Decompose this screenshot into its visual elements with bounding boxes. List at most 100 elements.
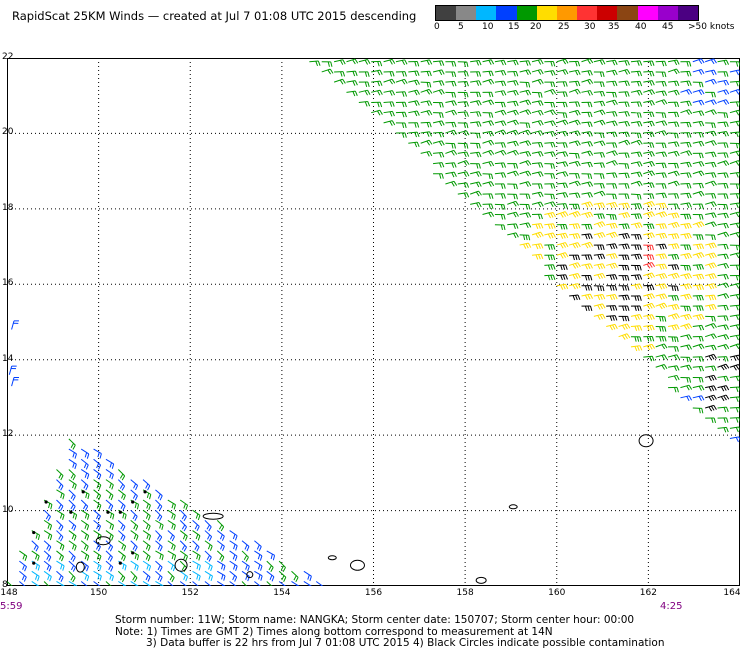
wind-barb bbox=[519, 60, 531, 66]
island-outline bbox=[475, 576, 487, 584]
wind-barb bbox=[717, 89, 730, 96]
contamination-dot bbox=[106, 510, 110, 514]
latitude-label: 12 bbox=[2, 429, 14, 440]
wind-barb bbox=[192, 530, 201, 541]
wind-barb bbox=[130, 540, 138, 552]
wind-barb bbox=[705, 385, 717, 392]
wind-barb bbox=[167, 509, 176, 521]
wind-barb bbox=[556, 211, 569, 218]
wind-barb bbox=[729, 202, 740, 209]
wind-barb bbox=[556, 101, 568, 108]
wind-barb bbox=[655, 315, 667, 322]
wind-barb bbox=[303, 581, 312, 586]
wind-barb bbox=[668, 336, 679, 343]
legend-swatch bbox=[637, 6, 658, 20]
wind-barb bbox=[643, 142, 655, 148]
wind-barb bbox=[68, 448, 77, 459]
latitude-label: 20 bbox=[2, 127, 14, 138]
wind-barb bbox=[717, 112, 729, 118]
wind-barb bbox=[606, 172, 618, 178]
wind-barb bbox=[179, 560, 187, 573]
wind-barb bbox=[618, 152, 630, 158]
wind-barb bbox=[420, 139, 433, 146]
wind-barb bbox=[482, 130, 495, 137]
wind-barb bbox=[705, 172, 717, 178]
wind-barb bbox=[692, 203, 704, 209]
wind-barb bbox=[717, 160, 730, 167]
wind-barb bbox=[705, 180, 717, 187]
contamination-dot bbox=[131, 551, 135, 555]
wind-barb bbox=[630, 70, 643, 77]
wind-barb bbox=[569, 233, 581, 240]
wind-barb bbox=[105, 458, 115, 469]
wind-barb bbox=[630, 336, 642, 342]
wind-barb bbox=[630, 274, 643, 281]
wind-barb bbox=[507, 193, 518, 200]
wind-barb bbox=[470, 151, 482, 158]
wind-barb bbox=[507, 211, 519, 218]
wind-barb bbox=[303, 570, 312, 582]
wind-barb bbox=[31, 540, 39, 552]
legend-swatch bbox=[617, 6, 638, 20]
wind-barb bbox=[692, 284, 705, 291]
wind-barb bbox=[643, 182, 655, 189]
wind-barb bbox=[680, 244, 692, 250]
wind-barb bbox=[229, 581, 237, 586]
wind-barb bbox=[705, 394, 717, 402]
wind-barb bbox=[655, 354, 668, 360]
wind-barb bbox=[80, 448, 90, 459]
wind-barb bbox=[130, 530, 139, 541]
wind-barb bbox=[667, 212, 680, 219]
wind-barb bbox=[705, 69, 717, 76]
wind-barb bbox=[717, 152, 729, 158]
note-line: Note: 1) Times are GMT 2) Times along bo… bbox=[115, 626, 553, 638]
wind-barb bbox=[80, 469, 90, 480]
longitude-label: 154 bbox=[273, 588, 291, 598]
wind-barb bbox=[606, 99, 618, 106]
wind-barb bbox=[729, 343, 740, 350]
wind-barb bbox=[667, 324, 680, 331]
wind-barb bbox=[643, 161, 655, 167]
wind-barb bbox=[593, 232, 606, 239]
wind-barb bbox=[569, 101, 581, 107]
wind-barb bbox=[470, 121, 482, 127]
wind-barb bbox=[68, 530, 77, 541]
wind-barb bbox=[717, 243, 729, 250]
wind-barb bbox=[531, 59, 544, 65]
wind-barb bbox=[333, 78, 346, 85]
wind-barb bbox=[507, 149, 520, 156]
wind-barb bbox=[395, 111, 407, 118]
wind-barb bbox=[643, 343, 656, 351]
wind-barb bbox=[130, 581, 139, 586]
wind-barb bbox=[581, 58, 594, 65]
wind-barb bbox=[470, 111, 482, 117]
wind-barb bbox=[680, 109, 693, 115]
wind-barb bbox=[729, 264, 740, 271]
wind-barb bbox=[519, 99, 532, 106]
wind-barb bbox=[593, 132, 605, 139]
wind-barb bbox=[593, 303, 606, 310]
wind-barb bbox=[346, 70, 358, 77]
wind-barb bbox=[494, 162, 507, 168]
wind-barb bbox=[494, 109, 507, 116]
wind-barb bbox=[68, 560, 76, 572]
longitude-label: 148 bbox=[0, 588, 18, 598]
wind-barb bbox=[93, 458, 102, 470]
wind-barb bbox=[705, 252, 717, 259]
wind-barb bbox=[544, 151, 556, 158]
wind-barb bbox=[692, 395, 705, 401]
wind-barb bbox=[494, 90, 507, 96]
wind-barb bbox=[556, 69, 569, 75]
wind-barb bbox=[56, 540, 65, 551]
wind-barb bbox=[544, 120, 556, 127]
wind-barb bbox=[729, 304, 740, 311]
wind-barb bbox=[717, 121, 729, 128]
wind-barb bbox=[142, 530, 152, 541]
wind-barb bbox=[204, 520, 212, 532]
wind-barb bbox=[56, 479, 64, 491]
wind-barb bbox=[606, 201, 618, 209]
wind-barb bbox=[544, 193, 556, 200]
wind-barb bbox=[167, 581, 174, 586]
wind-barb bbox=[507, 100, 519, 107]
wind-barb bbox=[618, 91, 630, 97]
